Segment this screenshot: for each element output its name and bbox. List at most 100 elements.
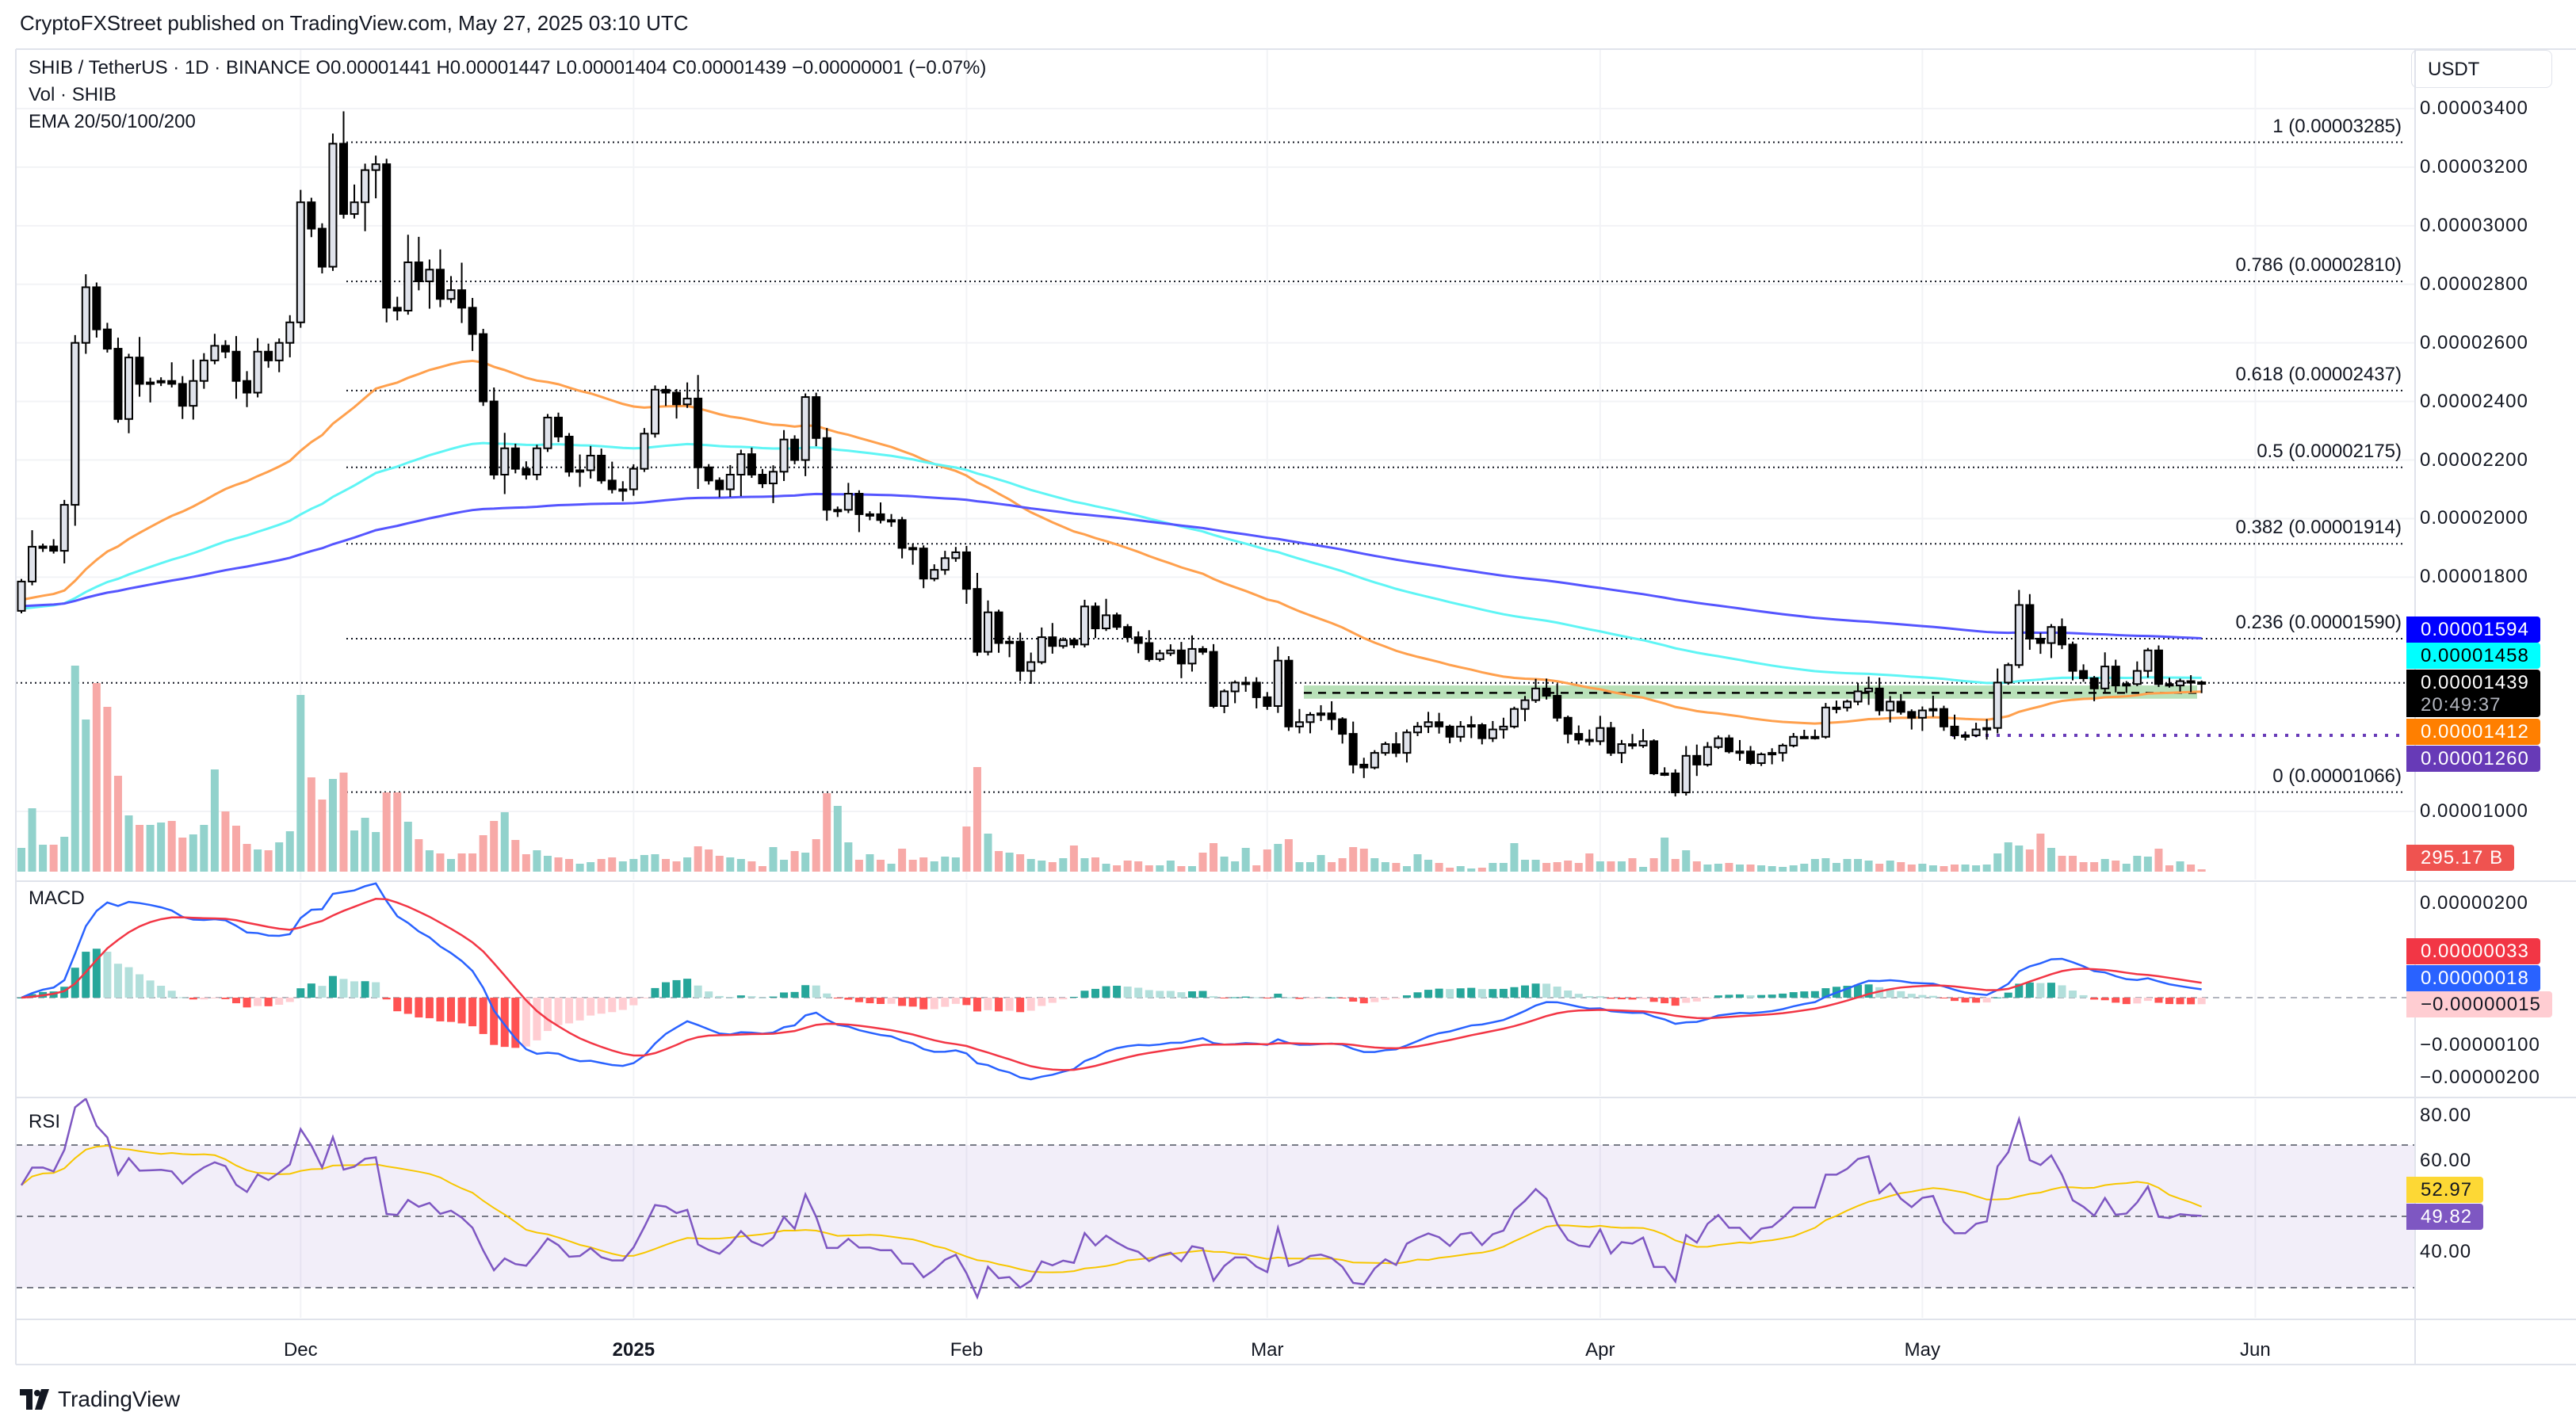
- volume-bar: [1789, 865, 1798, 872]
- volume-bar: [1810, 859, 1819, 872]
- candle-down: [435, 269, 445, 300]
- volume-bar: [705, 849, 713, 872]
- volume-bar: [415, 839, 423, 872]
- candle-down: [510, 447, 520, 470]
- candle-down: [1069, 639, 1079, 646]
- macd-histogram-bar: [715, 995, 724, 998]
- macd-histogram-bar: [823, 993, 831, 998]
- macd-histogram-bar: [318, 986, 327, 998]
- candle-up: [500, 447, 510, 476]
- macd-histogram-bar: [780, 992, 789, 998]
- volume-bar: [403, 822, 412, 872]
- volume-bar: [1499, 863, 1508, 872]
- volume-bar: [1413, 854, 1422, 872]
- macd-histogram-bar: [1477, 989, 1486, 998]
- candle-up: [1617, 743, 1626, 754]
- candle-down: [554, 416, 563, 437]
- candle-down: [339, 143, 348, 216]
- ema-lines: [21, 359, 2202, 725]
- macd-histogram-bar: [2090, 998, 2099, 1000]
- candle-down: [1574, 733, 1584, 741]
- macd-histogram-bar: [511, 998, 520, 1048]
- tradingview-logo[interactable]: TradingView: [20, 1387, 180, 1412]
- candle-down: [812, 396, 821, 439]
- volume-bar: [1274, 844, 1282, 872]
- volume-bar: [200, 825, 208, 872]
- volume-bar: [1821, 858, 1830, 872]
- macd-histogram-bar: [747, 996, 756, 998]
- volume-bar: [1156, 865, 1164, 872]
- volume-bar: [490, 821, 499, 872]
- fib-level-label: 0.618 (0.00002437): [2235, 363, 2402, 385]
- volume-bar: [296, 695, 305, 872]
- symbol-ohlc-legend[interactable]: SHIB / TetherUS · 1D · BINANCE O0.000014…: [29, 57, 987, 78]
- macd-legend[interactable]: MACD: [29, 888, 85, 909]
- time-label: Mar: [1251, 1339, 1284, 1361]
- volume-bar: [522, 854, 530, 872]
- candle-down: [919, 548, 928, 580]
- candle-down: [704, 466, 713, 482]
- candle-up: [1026, 661, 1036, 672]
- currency-selector[interactable]: USDT: [2411, 50, 2552, 88]
- chart-frame: [15, 48, 2576, 1365]
- macd-histogram-bar: [618, 998, 627, 1010]
- rsi-legend[interactable]: RSI: [29, 1111, 61, 1132]
- volume-bar: [425, 850, 434, 872]
- volume-bar: [124, 815, 133, 872]
- volume-bar: [608, 857, 617, 872]
- macd-histogram-bar: [554, 998, 563, 1025]
- macd-histogram-bar: [350, 981, 359, 998]
- price-tick: 0.00001800: [2420, 566, 2528, 588]
- volume-bar: [1854, 859, 1863, 872]
- volume-bar: [350, 830, 359, 872]
- candle-down: [307, 201, 316, 230]
- macd-histogram-bar: [254, 998, 262, 1006]
- volume-bar: [1241, 848, 1250, 872]
- candle-up: [618, 488, 628, 492]
- macd-histogram-bar: [447, 998, 455, 1022]
- candle-up: [532, 447, 541, 476]
- macd-histogram-bar: [490, 998, 499, 1045]
- macd-histogram-bar: [1854, 984, 1863, 998]
- macd-histogram-bar: [1714, 995, 1722, 998]
- volume-bar: [328, 779, 337, 872]
- volume-bar: [1639, 867, 1648, 872]
- macd-histogram-bar: [1274, 994, 1282, 998]
- macd-histogram-bar: [2176, 998, 2184, 1005]
- candle-up: [1703, 746, 1712, 765]
- tradingview-logo-icon: [20, 1389, 49, 1410]
- candle-up: [801, 396, 810, 461]
- volume-bar: [694, 846, 702, 872]
- candle-up: [1971, 728, 1981, 736]
- macd-histogram-bar: [457, 998, 466, 1024]
- macd-histogram-bar: [887, 998, 896, 1004]
- macd-histogram-bar: [1897, 991, 1905, 998]
- volume-bar: [1210, 843, 1218, 872]
- macd-histogram-bar: [307, 983, 315, 998]
- candle-down: [479, 333, 488, 403]
- candle-up: [951, 551, 961, 559]
- volume-bar: [769, 847, 778, 872]
- macd-histogram-bar: [1789, 992, 1798, 998]
- volume-legend[interactable]: Vol · SHIB: [29, 84, 117, 105]
- candle-up: [843, 493, 853, 511]
- volume-bar: [1961, 865, 1970, 872]
- macd-histogram-bar: [898, 998, 907, 1006]
- time-label: Dec: [283, 1339, 318, 1361]
- macd-histogram-bar: [1821, 988, 1830, 998]
- candle-down: [1746, 750, 1756, 765]
- volume-bar: [1521, 860, 1529, 872]
- candle-up: [1531, 687, 1541, 701]
- volume-bar: [1682, 850, 1691, 872]
- candle-down: [1563, 716, 1573, 735]
- candle-down: [178, 383, 187, 407]
- macd-histogram-bar: [275, 998, 284, 1006]
- volume-bar: [1628, 858, 1637, 872]
- volume-bar: [1779, 867, 1787, 872]
- volume-bar: [1252, 865, 1261, 872]
- candle-up: [2047, 626, 2056, 644]
- ema-legend[interactable]: EMA 20/50/100/200: [29, 111, 196, 132]
- macd-histogram-bar: [232, 998, 240, 1004]
- fib-level-label: 1 (0.00003285): [2272, 115, 2402, 137]
